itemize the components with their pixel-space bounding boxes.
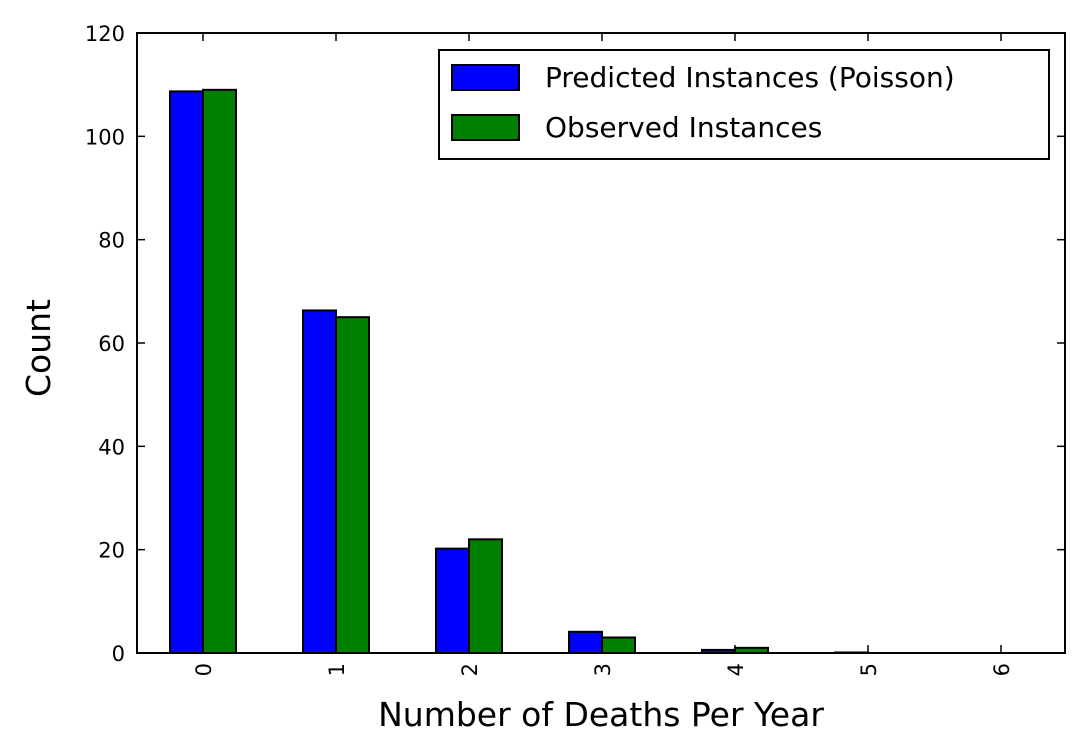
- legend-label: Predicted Instances (Poisson): [545, 61, 955, 94]
- legend-swatch: [451, 114, 520, 141]
- y-axis-title: Count: [19, 299, 58, 397]
- y-tick-label: 0: [112, 642, 125, 666]
- y-tick-label: 80: [98, 229, 125, 253]
- y-tick-label: 100: [85, 125, 125, 149]
- y-tick-label: 40: [98, 435, 125, 459]
- y-tick-label: 20: [98, 539, 125, 563]
- legend-label: Observed Instances: [545, 111, 822, 144]
- bar-predicted-2: [435, 547, 470, 655]
- x-tick-label: 0: [192, 663, 216, 676]
- ticks-layer: 0 20 40 60 80 100 120 0 1 2 3 4 5 6: [85, 22, 1065, 676]
- bar-predicted-0: [169, 90, 204, 654]
- x-tick-label: 3: [591, 663, 615, 676]
- bar-predicted-1: [302, 309, 337, 654]
- bar-observed-0: [202, 88, 237, 655]
- x-axis-title: Number of Deaths Per Year: [378, 695, 824, 734]
- bars-layer: [169, 88, 869, 655]
- legend-box: [438, 49, 1050, 160]
- x-tick-label: 2: [458, 663, 482, 676]
- bar-observed-3: [601, 636, 636, 654]
- bar-observed-2: [468, 538, 503, 654]
- bar-observed-1: [335, 316, 370, 654]
- plot-frame: [136, 32, 1066, 654]
- y-tick-label: 60: [98, 332, 125, 356]
- x-tick-label: 1: [325, 663, 349, 676]
- x-tick-label: 5: [857, 663, 881, 676]
- bar-predicted-3: [568, 630, 603, 654]
- legend: Predicted Instances (Poisson) Observed In…: [438, 49, 1050, 160]
- x-tick-label: 4: [724, 663, 748, 676]
- legend-swatch: [451, 64, 520, 91]
- y-tick-label: 120: [85, 22, 125, 46]
- x-tick-label: 6: [990, 663, 1014, 676]
